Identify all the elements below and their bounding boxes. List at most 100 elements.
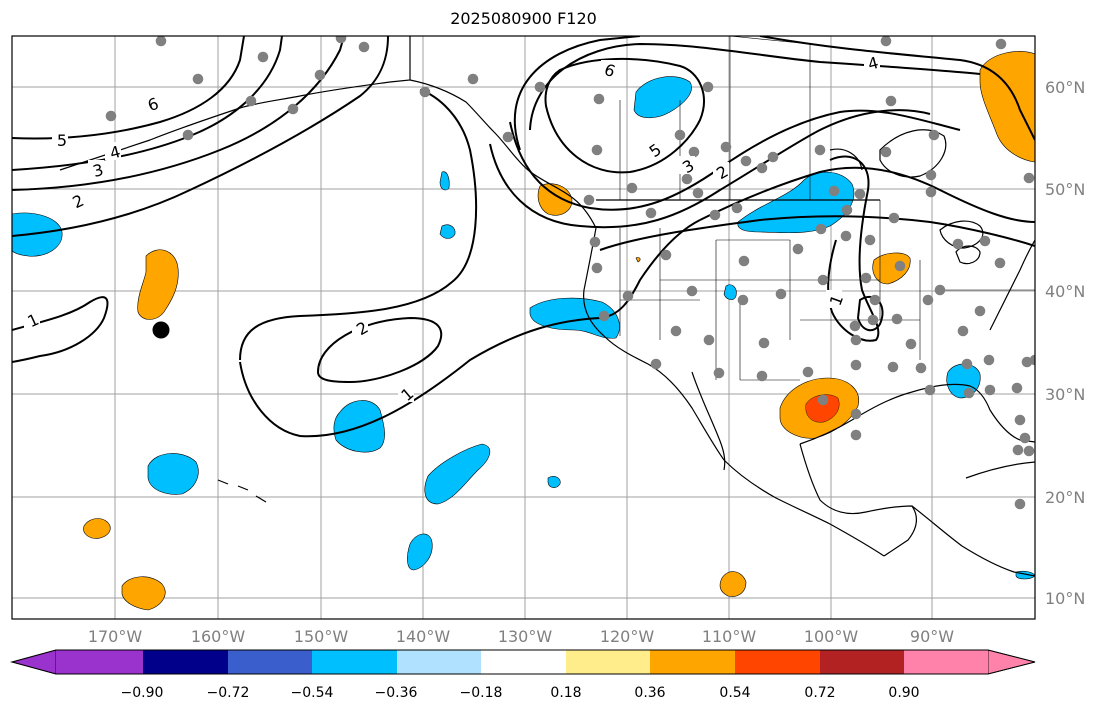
positive-anomaly-area xyxy=(719,571,747,597)
contour-labels: 6 5 4 3 2 1 2 1 6 5 3 2 4 1 xyxy=(24,53,881,405)
station-dot xyxy=(867,314,879,326)
station-dot xyxy=(928,129,940,141)
station-dot xyxy=(880,146,892,158)
station-dot xyxy=(850,429,862,441)
station-dot xyxy=(1014,498,1026,510)
colorbar-tick-label: −0.54 xyxy=(291,685,334,701)
station-dot xyxy=(583,194,595,206)
station-dot xyxy=(995,38,1007,50)
station-dot xyxy=(891,313,903,325)
negative-anomaly-area xyxy=(633,76,692,119)
station-dot xyxy=(358,41,370,53)
station-dot xyxy=(670,325,682,337)
station-dot xyxy=(864,234,876,246)
map-frame xyxy=(11,35,1036,620)
station-dot xyxy=(626,182,638,194)
station-dot xyxy=(314,69,326,81)
lon-label-120w: 120°W xyxy=(600,627,655,646)
lat-label-60n: 60°N xyxy=(1045,78,1085,97)
negative-anomaly-area xyxy=(529,297,620,339)
station-dot xyxy=(467,73,479,85)
station-dot xyxy=(802,366,814,378)
station-dot xyxy=(888,212,900,224)
lon-label-90w: 90°W xyxy=(910,627,954,646)
station-dot xyxy=(1019,432,1031,444)
station-dot xyxy=(1021,356,1033,368)
station-dot xyxy=(688,146,700,158)
lat-label-40n: 40°N xyxy=(1045,282,1085,301)
station-dot xyxy=(155,36,167,47)
station-dot xyxy=(591,262,603,274)
contour-label: 4 xyxy=(108,142,123,163)
station-dot xyxy=(957,325,969,337)
station-dot xyxy=(775,288,787,300)
station-dot xyxy=(591,144,603,156)
station-dot xyxy=(792,243,804,255)
station-dot xyxy=(905,338,917,350)
station-dot xyxy=(979,235,991,247)
lon-label-170w: 170°W xyxy=(88,627,143,646)
station-dot xyxy=(922,294,934,306)
positive-anomaly-area xyxy=(872,252,911,285)
station-dot xyxy=(814,144,826,156)
station-dot xyxy=(854,188,866,200)
station-dot xyxy=(702,81,714,93)
colorbar-bin xyxy=(820,650,904,674)
station-dot xyxy=(915,362,927,374)
positive-anomaly-area xyxy=(83,518,111,539)
station-dot xyxy=(815,223,827,235)
colorbar xyxy=(10,649,1036,675)
station-dot xyxy=(622,290,634,302)
station-dot xyxy=(817,394,829,406)
colorbar-tick-label: −0.18 xyxy=(460,685,503,701)
station-dot xyxy=(817,274,829,286)
station-dot xyxy=(925,186,937,198)
lon-label-160w: 160°W xyxy=(191,627,246,646)
colorbar-tick-label: 0.90 xyxy=(888,685,919,701)
station-dot xyxy=(534,81,546,93)
colorbar-outline xyxy=(10,649,1036,675)
station-dot xyxy=(738,255,750,267)
station-dot xyxy=(869,294,881,306)
station-dot xyxy=(674,129,686,141)
station-dot xyxy=(335,36,347,44)
colorbar-bin xyxy=(650,650,735,674)
colorbar-bin xyxy=(397,650,481,674)
station-dot xyxy=(105,110,117,122)
negative-anomaly-area xyxy=(12,212,63,257)
lat-label-10n: 10°N xyxy=(1045,589,1085,608)
colorbar-bin xyxy=(312,650,397,674)
station-dot xyxy=(681,173,693,185)
station-dot xyxy=(756,370,768,382)
lon-label-130w: 130°W xyxy=(498,627,553,646)
map-title: 2025080900 F120 xyxy=(450,9,597,28)
lat-label-20n: 20°N xyxy=(1045,488,1085,507)
station-dot xyxy=(828,185,840,197)
negative-anomaly-area xyxy=(723,284,737,300)
positive-anomaly-area xyxy=(121,576,166,611)
station-dot xyxy=(593,93,605,105)
highlight-marker xyxy=(152,321,170,339)
station-dot xyxy=(934,284,946,296)
contour-label: 3 xyxy=(91,160,106,181)
colorbar-tick-label: −0.90 xyxy=(121,685,164,701)
station-dot xyxy=(686,285,698,297)
station-dot xyxy=(419,86,431,98)
station-dot xyxy=(731,202,743,214)
colorbar-tick-label: 0.54 xyxy=(719,685,750,701)
station-dot xyxy=(961,358,973,370)
station-dot xyxy=(924,384,936,396)
positive-anomaly-area xyxy=(635,257,641,263)
colorbar-tick-label: 0.72 xyxy=(804,685,835,701)
positive-anomaly-area xyxy=(979,51,1035,163)
station-dot xyxy=(974,305,986,317)
station-dot xyxy=(703,334,715,346)
negative-anomaly-area xyxy=(439,171,450,191)
station-dot xyxy=(880,36,892,47)
lon-label-100w: 100°W xyxy=(804,627,859,646)
lon-label-110w: 110°W xyxy=(702,627,757,646)
station-dot xyxy=(287,103,299,115)
negative-anomaly-area xyxy=(547,476,561,488)
station-dot xyxy=(1023,445,1035,457)
